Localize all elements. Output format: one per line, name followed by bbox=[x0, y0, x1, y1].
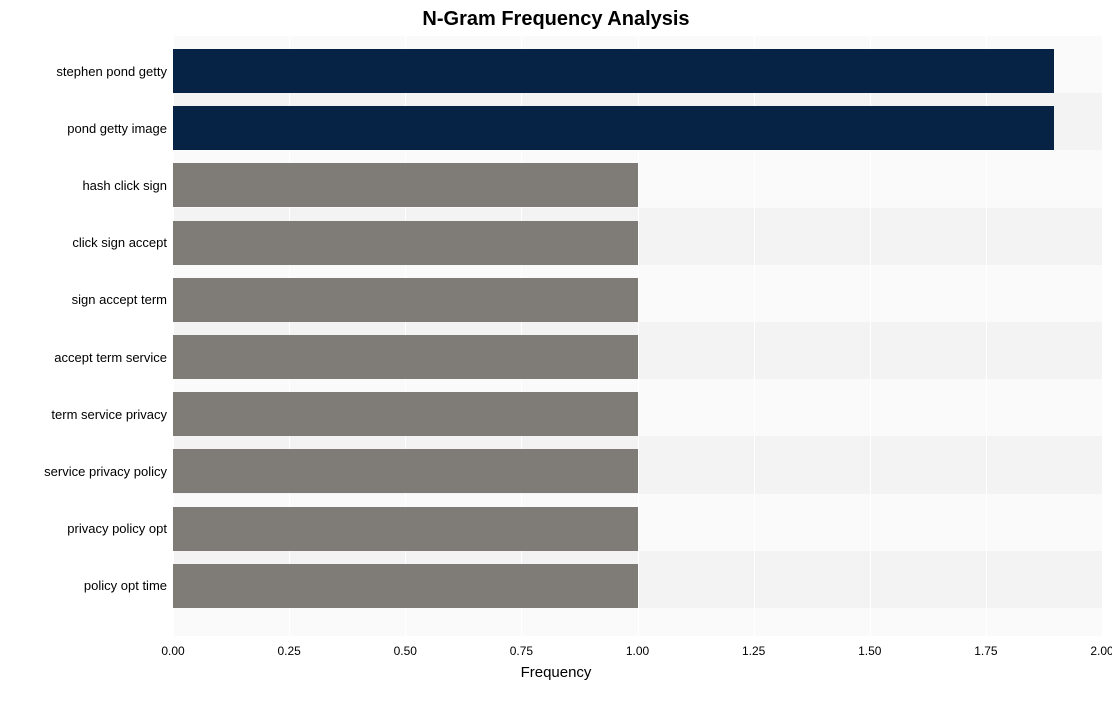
grid-line bbox=[1102, 36, 1103, 636]
bar bbox=[173, 564, 638, 608]
bar bbox=[173, 221, 638, 265]
x-axis-tick: 1.25 bbox=[742, 644, 765, 658]
bar bbox=[173, 163, 638, 207]
bar bbox=[173, 392, 638, 436]
x-axis-tick: 0.25 bbox=[277, 644, 300, 658]
chart-title: N-Gram Frequency Analysis bbox=[0, 8, 1112, 31]
x-axis-tick: 1.50 bbox=[858, 644, 881, 658]
x-axis-tick: 1.75 bbox=[974, 644, 997, 658]
x-axis-tick: 0.75 bbox=[510, 644, 533, 658]
y-axis-label: click sign accept bbox=[2, 235, 167, 250]
y-axis-label: stephen pond getty bbox=[2, 64, 167, 79]
x-axis-tick: 2.00 bbox=[1090, 644, 1112, 658]
y-axis-label: sign accept term bbox=[2, 292, 167, 307]
y-axis-label: term service privacy bbox=[2, 407, 167, 422]
y-axis-label: hash click sign bbox=[2, 178, 167, 193]
x-axis-tick: 0.50 bbox=[394, 644, 417, 658]
y-axis-label: accept term service bbox=[2, 350, 167, 365]
plot-area bbox=[173, 36, 1102, 636]
y-axis-label: service privacy policy bbox=[2, 464, 167, 479]
bar bbox=[173, 507, 638, 551]
ngram-chart: N-Gram Frequency Analysis stephen pond g… bbox=[0, 0, 1112, 701]
y-axis-label: privacy policy opt bbox=[2, 521, 167, 536]
y-axis-label: policy opt time bbox=[2, 578, 167, 593]
bar bbox=[173, 335, 638, 379]
x-axis-label: Frequency bbox=[0, 664, 1112, 681]
y-axis-label: pond getty image bbox=[2, 121, 167, 136]
bar bbox=[173, 49, 1054, 93]
bar bbox=[173, 449, 638, 493]
bar bbox=[173, 278, 638, 322]
x-axis-tick: 1.00 bbox=[626, 644, 649, 658]
bar bbox=[173, 106, 1054, 150]
x-axis-tick: 0.00 bbox=[161, 644, 184, 658]
